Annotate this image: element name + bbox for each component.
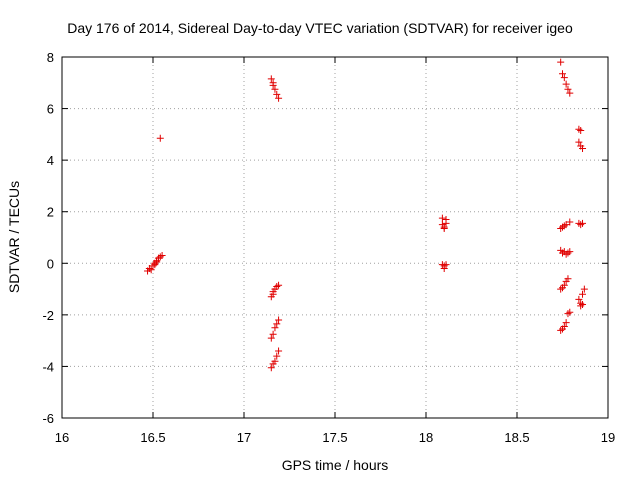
data-point-marker (559, 223, 566, 231)
data-point-marker (562, 250, 570, 258)
data-point-marker (275, 316, 283, 324)
data-point-marker (566, 218, 574, 226)
data-point-marker (579, 145, 587, 153)
data-point-marker (147, 266, 155, 274)
data-point-marker (577, 126, 585, 134)
x-tick-label: 16 (55, 430, 69, 445)
data-point-marker (566, 89, 574, 97)
data-point-marker (562, 80, 570, 88)
y-tick-label: -6 (42, 411, 54, 426)
data-point-marker (562, 221, 570, 229)
data-point-marker (560, 74, 568, 82)
data-point-marker (557, 224, 565, 232)
x-tick-label: 19 (601, 430, 615, 445)
y-axis-label: SDTVAR / TECUs (6, 181, 22, 293)
data-point-marker (273, 282, 281, 290)
data-point-marker (560, 281, 568, 289)
data-point-marker (575, 138, 583, 146)
data-point-marker (438, 214, 446, 222)
data-point-marker (560, 322, 568, 330)
data-point-marker (271, 357, 279, 365)
data-point-marker (557, 58, 565, 66)
data-point-marker (267, 334, 275, 342)
data-point-marker (269, 81, 277, 89)
data-point-marker (156, 134, 164, 142)
data-point-marker (273, 320, 281, 328)
x-tick-label: 17.5 (322, 430, 347, 445)
data-point-marker (267, 75, 275, 83)
data-point-marker (156, 253, 164, 261)
chart-title: Day 176 of 2014, Sidereal Day-to-day VTE… (67, 20, 573, 36)
x-tick-label: 16.5 (140, 430, 165, 445)
data-point-marker (580, 285, 588, 293)
data-point-marker (566, 308, 574, 316)
y-tick-label: -4 (42, 359, 54, 374)
data-point-marker (564, 85, 572, 93)
data-point-marker (273, 90, 281, 98)
data-point-marker (275, 281, 283, 289)
x-tick-label: 18.5 (504, 430, 529, 445)
data-point-marker (440, 224, 448, 232)
data-point-marker (566, 248, 574, 256)
data-point-marker (579, 219, 587, 227)
data-point-marker (577, 221, 585, 229)
data-point-marker (579, 290, 587, 298)
axis-ticks: 16 16.5 17 17.5 18 18.5 19 -6 -4 -2 0 2 4 6 8 (42, 50, 615, 445)
data-point-marker (575, 295, 583, 303)
data-point-marker (579, 301, 587, 309)
data-point-marker (271, 85, 279, 93)
data-point-marker (273, 352, 281, 360)
data-point-marker (564, 275, 572, 283)
x-tick-label: 17 (237, 430, 251, 445)
data-point-marker (154, 254, 162, 262)
data-point-marker (442, 261, 450, 269)
y-tick-label: 2 (47, 205, 54, 220)
y-tick-label: 8 (47, 50, 54, 65)
y-tick-label: 4 (47, 153, 54, 168)
data-points (144, 58, 588, 372)
data-point-marker (557, 326, 565, 334)
data-point-marker (271, 324, 279, 332)
data-point-marker (564, 249, 572, 257)
data-point-marker (562, 319, 570, 327)
data-point-marker (158, 252, 166, 260)
y-tick-label: 0 (47, 256, 54, 271)
plot-frame (61, 56, 609, 419)
x-axis-label: GPS time / hours (282, 457, 389, 473)
data-point-marker (442, 215, 450, 223)
data-point-marker (560, 222, 568, 230)
data-point-marker (269, 330, 277, 338)
data-point-marker (557, 285, 565, 293)
data-point-marker (145, 264, 153, 272)
data-point-marker (577, 302, 585, 310)
y-tick-label: 6 (47, 102, 54, 117)
data-point-marker (564, 310, 572, 318)
data-point-marker (275, 94, 283, 102)
grid-lines (62, 57, 608, 418)
data-point-marker (559, 70, 566, 78)
data-point-marker (575, 125, 583, 133)
data-point-marker (275, 347, 283, 355)
x-tick-label: 18 (419, 430, 433, 445)
data-point-marker (267, 364, 275, 372)
data-point-marker (440, 264, 448, 272)
y-tick-label: -2 (42, 308, 54, 323)
